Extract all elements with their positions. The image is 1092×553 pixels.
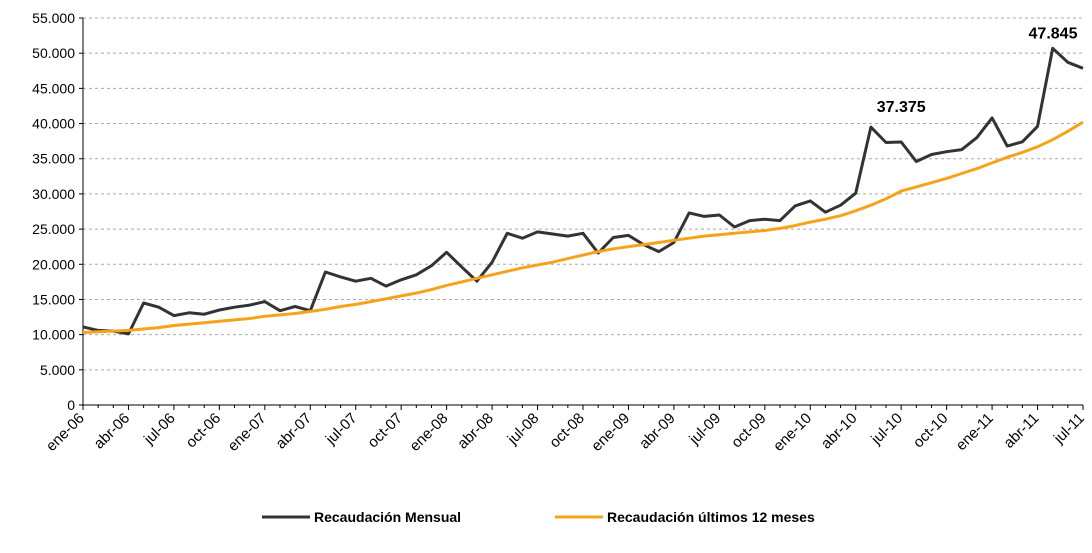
y-tick-label: 10.000 xyxy=(32,327,75,343)
x-tick-label: jul-11 xyxy=(1050,410,1088,448)
x-tick-label: jul-08 xyxy=(504,410,543,449)
x-tick-label: ene-11 xyxy=(953,410,997,454)
y-tick-label: 55.000 xyxy=(32,10,75,26)
x-tick-label: abr-09 xyxy=(636,410,679,453)
data-label: 37.375 xyxy=(877,99,926,116)
data-label: 47.845 xyxy=(1029,25,1078,42)
y-tick-label: 20.000 xyxy=(32,256,75,272)
x-tick-label: abr-06 xyxy=(91,410,134,453)
x-tick-label: ene-08 xyxy=(406,410,451,455)
y-tick-label: 25.000 xyxy=(32,221,75,237)
series-line xyxy=(82,120,1084,334)
y-tick-label: 40.000 xyxy=(32,116,75,132)
x-tick-label: ene-09 xyxy=(588,410,633,455)
x-tick-label: abr-07 xyxy=(272,410,315,453)
x-tick-label: oct-07 xyxy=(365,410,407,452)
x-tick-label: jul-10 xyxy=(867,410,906,449)
y-tick-label: 30.000 xyxy=(32,186,75,202)
x-tick-label: jul-09 xyxy=(686,410,725,449)
legend-label: Recaudación últimos 12 meses xyxy=(607,509,815,525)
x-tick-label: ene-10 xyxy=(770,410,815,455)
x-tick-label: oct-10 xyxy=(910,410,952,452)
y-tick-label: 45.000 xyxy=(32,80,75,96)
x-tick-label: ene-07 xyxy=(225,410,270,455)
y-tick-label: 15.000 xyxy=(32,291,75,307)
x-tick-label: oct-08 xyxy=(546,410,588,452)
y-tick-label: 50.000 xyxy=(32,45,75,61)
y-tick-label: 0 xyxy=(67,397,75,413)
x-tick-label: abr-11 xyxy=(1000,410,1042,452)
x-tick-label: oct-06 xyxy=(183,410,225,452)
x-tick-label: jul-07 xyxy=(322,410,361,449)
legend-label: Recaudación Mensual xyxy=(314,509,461,525)
y-tick-label: 5.000 xyxy=(40,362,75,378)
x-tick-label: jul-06 xyxy=(140,410,179,449)
x-tick-label: ene-06 xyxy=(43,410,88,455)
series-line xyxy=(82,46,1084,336)
x-tick-label: abr-10 xyxy=(818,410,861,453)
y-tick-label: 35.000 xyxy=(32,151,75,167)
x-tick-label: oct-09 xyxy=(728,410,770,452)
x-tick-label: abr-08 xyxy=(454,410,497,453)
